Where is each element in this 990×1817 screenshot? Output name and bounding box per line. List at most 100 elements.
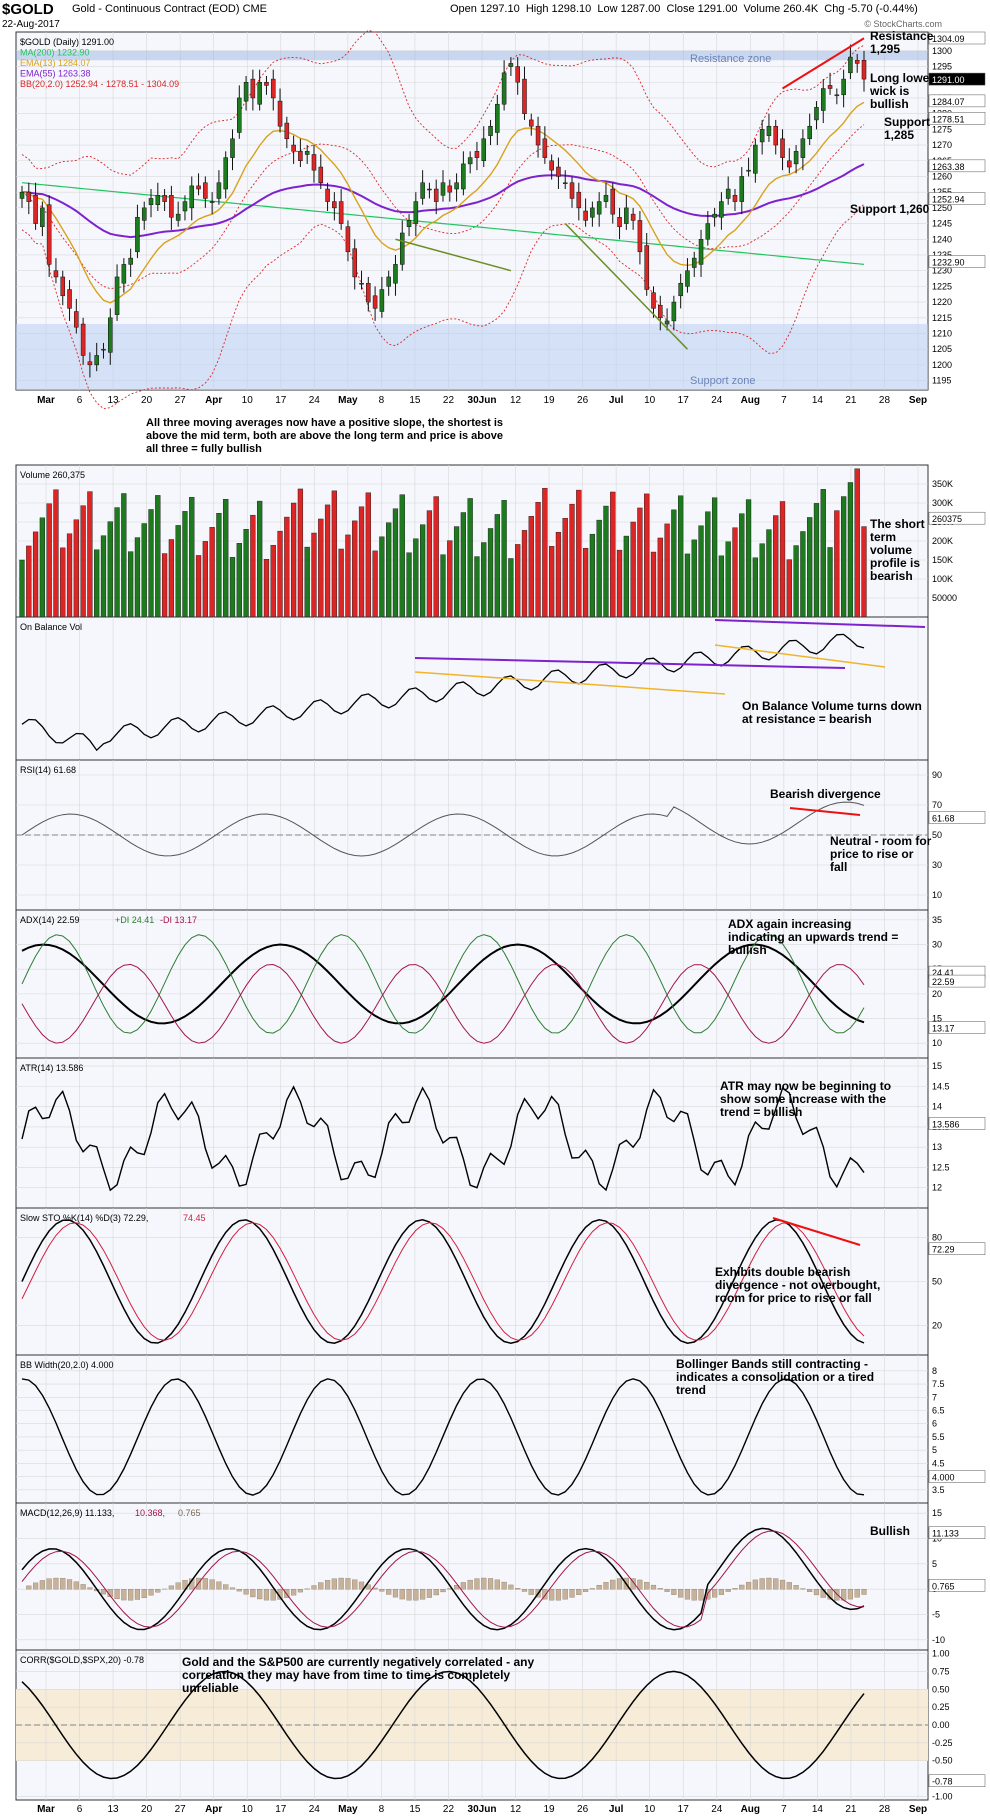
candle-body: [332, 201, 337, 209]
candle-body: [359, 282, 364, 285]
candle-body: [427, 188, 432, 191]
volume-bar: [297, 488, 304, 618]
macd-histogram-bar: [66, 1579, 73, 1590]
y-tick-label: -0.50: [932, 1756, 953, 1766]
y-tick-label: 6.5: [932, 1406, 945, 1416]
volume-bar: [718, 555, 725, 618]
candle-body: [814, 107, 819, 121]
y-tick-label: 0.25: [932, 1702, 950, 1712]
candle-body: [630, 213, 636, 221]
macd-histogram-bar: [698, 1589, 704, 1601]
candle-body: [440, 182, 446, 196]
volume-bar: [494, 514, 500, 618]
volume-bar: [358, 506, 365, 618]
x-axis-label-bottom: 26: [577, 1804, 589, 1815]
macd-histogram-bar: [141, 1589, 147, 1598]
macd-histogram-bar: [807, 1589, 813, 1593]
macd-histogram-bar: [847, 1589, 853, 1600]
last-value-box: [928, 1117, 986, 1130]
last-value-label: 0.765: [932, 1581, 955, 1591]
x-axis-label-bottom: 10: [644, 1804, 656, 1815]
x-axis-label: Aug: [741, 395, 760, 406]
y-tick-label: 200K: [932, 536, 953, 546]
x-axis-label: 15: [409, 395, 421, 406]
macd-histogram-bar: [487, 1578, 494, 1590]
symbol-title: $GOLD: [2, 1, 54, 18]
ema13-line: [21, 101, 865, 304]
candle-body: [250, 78, 256, 99]
y-tick-label: 20: [932, 989, 942, 999]
x-axis-label-bottom: Apr: [205, 1804, 222, 1815]
macd-histogram-bar: [358, 1581, 365, 1590]
x-axis-label-bottom: 19: [544, 1804, 556, 1815]
macd-histogram-bar: [542, 1589, 548, 1600]
macd-histogram-bar: [562, 1589, 568, 1600]
atr-annotation: ATR may now be beginning to: [720, 1079, 891, 1093]
volume-bar: [209, 527, 215, 618]
macd-legend: MACD(12,26,9) 11.133,: [20, 1508, 114, 1518]
macd-histogram-bar: [413, 1589, 419, 1601]
macd-histogram-bar: [223, 1584, 229, 1590]
last-value-label: 1291.00: [932, 75, 965, 85]
volume-bar: [773, 515, 779, 618]
candle-body: [732, 195, 738, 202]
last-value-box: [928, 811, 986, 824]
candle-body: [121, 264, 127, 284]
x-axis-label-bottom: 20: [141, 1804, 153, 1815]
macd-histogram-bar: [691, 1589, 697, 1601]
volume-bar: [100, 535, 107, 618]
volume-bar: [365, 492, 371, 618]
last-value-box: [928, 1242, 986, 1255]
x-axis-label-bottom: May: [338, 1804, 358, 1815]
rsi-divergence-annotation: Bearish divergence: [770, 787, 881, 801]
support-1285-label: 1,285: [884, 128, 914, 142]
candle-body: [603, 195, 609, 202]
wick-annotation: Long lower: [870, 71, 934, 85]
x-axis-label-bottom: 7: [781, 1804, 787, 1815]
candle-body: [719, 201, 724, 218]
macd-histogram-bar: [331, 1578, 337, 1590]
x-axis-label: 26: [577, 395, 589, 406]
macd-histogram-bar: [745, 1581, 752, 1590]
volume-bar: [705, 511, 711, 618]
obv-annotation: On Balance Volume turns down: [742, 699, 922, 713]
candle-body: [834, 94, 840, 97]
candle-body: [501, 72, 507, 105]
candle-body: [562, 182, 568, 184]
volume-bar: [223, 499, 229, 618]
stoch-divergence-line: [772, 1217, 861, 1246]
volume-annotation: volume: [870, 543, 912, 557]
resistance-label: Resistance: [870, 29, 934, 43]
y-tick-label: 1205: [932, 344, 952, 354]
panel-atr: [15, 1057, 929, 1209]
volume-bar: [19, 559, 25, 618]
macd-histogram-bar: [399, 1589, 405, 1600]
volume-bar: [535, 502, 541, 618]
volume-bar: [32, 531, 39, 618]
corr-legend: CORR($GOLD,$SPX,20) -0.78: [20, 1655, 144, 1665]
volume-bar: [141, 523, 147, 618]
minus-di-line: [21, 963, 865, 1044]
volume-bar: [155, 495, 161, 618]
y-tick-label: 1245: [932, 219, 952, 229]
atr-annotation: show some increase with the: [720, 1092, 886, 1106]
volume-bar: [168, 539, 175, 618]
volume-bar: [386, 522, 392, 618]
moving-average-annotation: all three = fully bullish: [146, 443, 262, 455]
y-tick-label: 0.00: [932, 1720, 950, 1730]
last-value-label: 61.68: [932, 813, 955, 823]
x-axis-label-bottom: 12: [510, 1804, 522, 1815]
last-value-box: [928, 159, 986, 173]
macd-histogram-bar: [752, 1579, 758, 1590]
y-tick-label: -5: [932, 1610, 940, 1620]
stoch-annotation: room for price to rise or fall: [715, 1291, 872, 1305]
volume-bar: [460, 512, 466, 618]
macd-histogram-bar: [33, 1582, 39, 1590]
y-tick-label: 50000: [932, 593, 957, 603]
macd-histogram-bar: [739, 1584, 745, 1590]
adx-legend-entry: ADX(14) 22.59: [20, 915, 80, 925]
volume-bar: [229, 557, 236, 618]
volume-bar: [576, 489, 582, 618]
y-tick-label: 12.5: [932, 1162, 950, 1172]
candle-body: [800, 138, 806, 158]
